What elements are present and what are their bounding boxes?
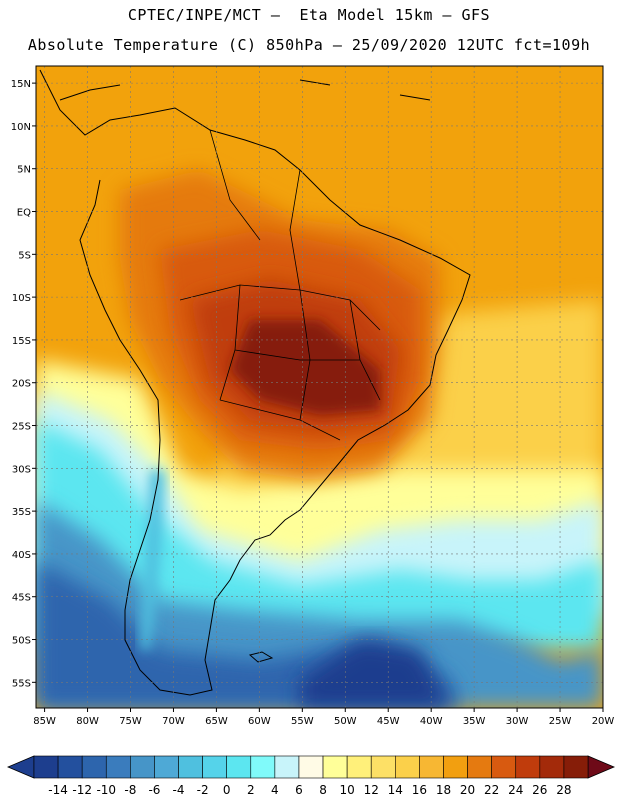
colorbar-swatch [515,755,541,779]
lon-tick-label: 60W [248,716,271,727]
lat-tick-label: 35S [12,507,31,518]
map-title-line2: Absolute Temperature (C) 850hPa – 25/09/… [27,36,591,54]
temperature-field [36,66,603,708]
lat-tick-label: 25S [12,422,31,433]
lat-tick-label: 15N [11,79,31,90]
longitude-ticks: 85W 80W 75W 70W 65W 60W 55W 50W 45W 40W 35W 30W 25W 2… [33,708,614,727]
country-borders [179,129,381,441]
lon-tick-label: 65W [205,716,228,727]
colorbar-swatch [467,755,492,779]
lon-tick-label: 80W [76,716,99,727]
colorbar-swatch [274,755,300,779]
lon-tick-label: 45W [377,716,400,727]
lat-tick-label: 55S [12,678,31,689]
colorbar-swatch [81,755,107,779]
colorbar-swatch [178,755,203,779]
lat-tick-label: 15S [12,336,31,347]
lat-tick-label: 20S [12,379,31,390]
lat-tick-label: 50S [12,636,31,647]
colorbar-label: -6 [148,783,160,797]
colorbar-label: -14 [48,783,68,797]
colorbar-swatch [105,755,131,779]
field-band-26 [230,320,380,415]
colorbar-swatch [298,755,324,779]
colorbar-swatch [57,755,83,779]
lat-tick-label: 10S [12,293,31,304]
colorbar-label: 26 [532,783,547,797]
colorbar-swatch [202,755,227,779]
colorbar-label: -8 [124,783,136,797]
colorbar-label: -4 [173,783,185,797]
colorbar-swatch [322,755,348,779]
lon-tick-label: 50W [334,716,357,727]
colorbar-label: 20 [460,783,475,797]
colorbar-swatch [250,755,276,779]
lat-tick-label: 10N [11,122,31,133]
colorbar-label: 8 [319,783,327,797]
colorbar-min-arrow [6,755,35,779]
lat-tick-label: 5N [17,165,31,176]
colorbar-label: 2 [247,783,255,797]
colorbar-swatch [539,755,565,779]
coastlines [39,69,471,696]
colorbar-swatch [419,755,444,779]
colorbar-label: 18 [436,783,451,797]
colorbar-label: -2 [197,783,209,797]
colorbar-swatch [370,755,396,779]
map-frame [35,65,604,709]
map-title-line1: CPTEC/INPE/MCT – Eta Model 15km – GFS [127,6,491,24]
colorbar-label: 0 [223,783,231,797]
colorbar-label: 6 [295,783,303,797]
colorbar: -14 -12 -10 -8 -6 -4 -2 0 2 4 6 8 10 12 14 16 18 20 22 24 26… [6,755,616,797]
field-band-neg14 [300,640,450,708]
colorbar-label: 14 [388,783,403,797]
lat-tick-label: 5S [18,250,31,261]
lon-tick-label: 20W [592,716,615,727]
colorbar-label: 22 [484,783,499,797]
colorbar-swatch [130,755,155,779]
field-andes [140,470,165,650]
colorbar-label: 10 [339,783,354,797]
south-america-coastline [39,69,471,696]
lon-tick-label: 70W [162,716,185,727]
lon-tick-label: 75W [119,716,142,727]
colorbar-swatch [491,755,517,779]
lon-tick-label: 40W [420,716,443,727]
colorbar-label: -12 [72,783,92,797]
lon-tick-label: 55W [291,716,314,727]
lat-tick-label: 40S [12,550,31,561]
latitude-ticks: 15N 10N 5N EQ 5S 10S 15S 20S 25S 30S 35S 40S 45S 50S 5… [11,79,36,689]
colorbar-swatch [443,755,468,779]
lon-tick-label: 25W [549,716,572,727]
colorbar-swatch [154,755,179,779]
colorbar-swatch [395,755,420,779]
lat-tick-label: EQ [17,208,31,219]
colorbar-swatch [563,755,589,779]
colorbar-swatch [226,755,252,779]
lon-tick-label: 30W [506,716,529,727]
falkland-islands [248,651,274,663]
colorbar-label: 28 [556,783,571,797]
colorbar-swatch [33,755,59,779]
field-band-2 [36,420,603,650]
colorbar-swatch [346,755,372,779]
colorbar-label: 12 [364,783,379,797]
lat-tick-label: 45S [12,593,31,604]
colorbar-max-arrow [587,755,616,779]
lon-tick-label: 35W [463,716,486,727]
colorbar-label: -10 [96,783,116,797]
lat-tick-label: 30S [12,464,31,475]
colorbar-label: 16 [412,783,427,797]
colorbar-label: 4 [271,783,279,797]
colorbar-label: 24 [508,783,523,797]
lon-tick-label: 85W [33,716,56,727]
caribbean-coast [59,79,431,101]
